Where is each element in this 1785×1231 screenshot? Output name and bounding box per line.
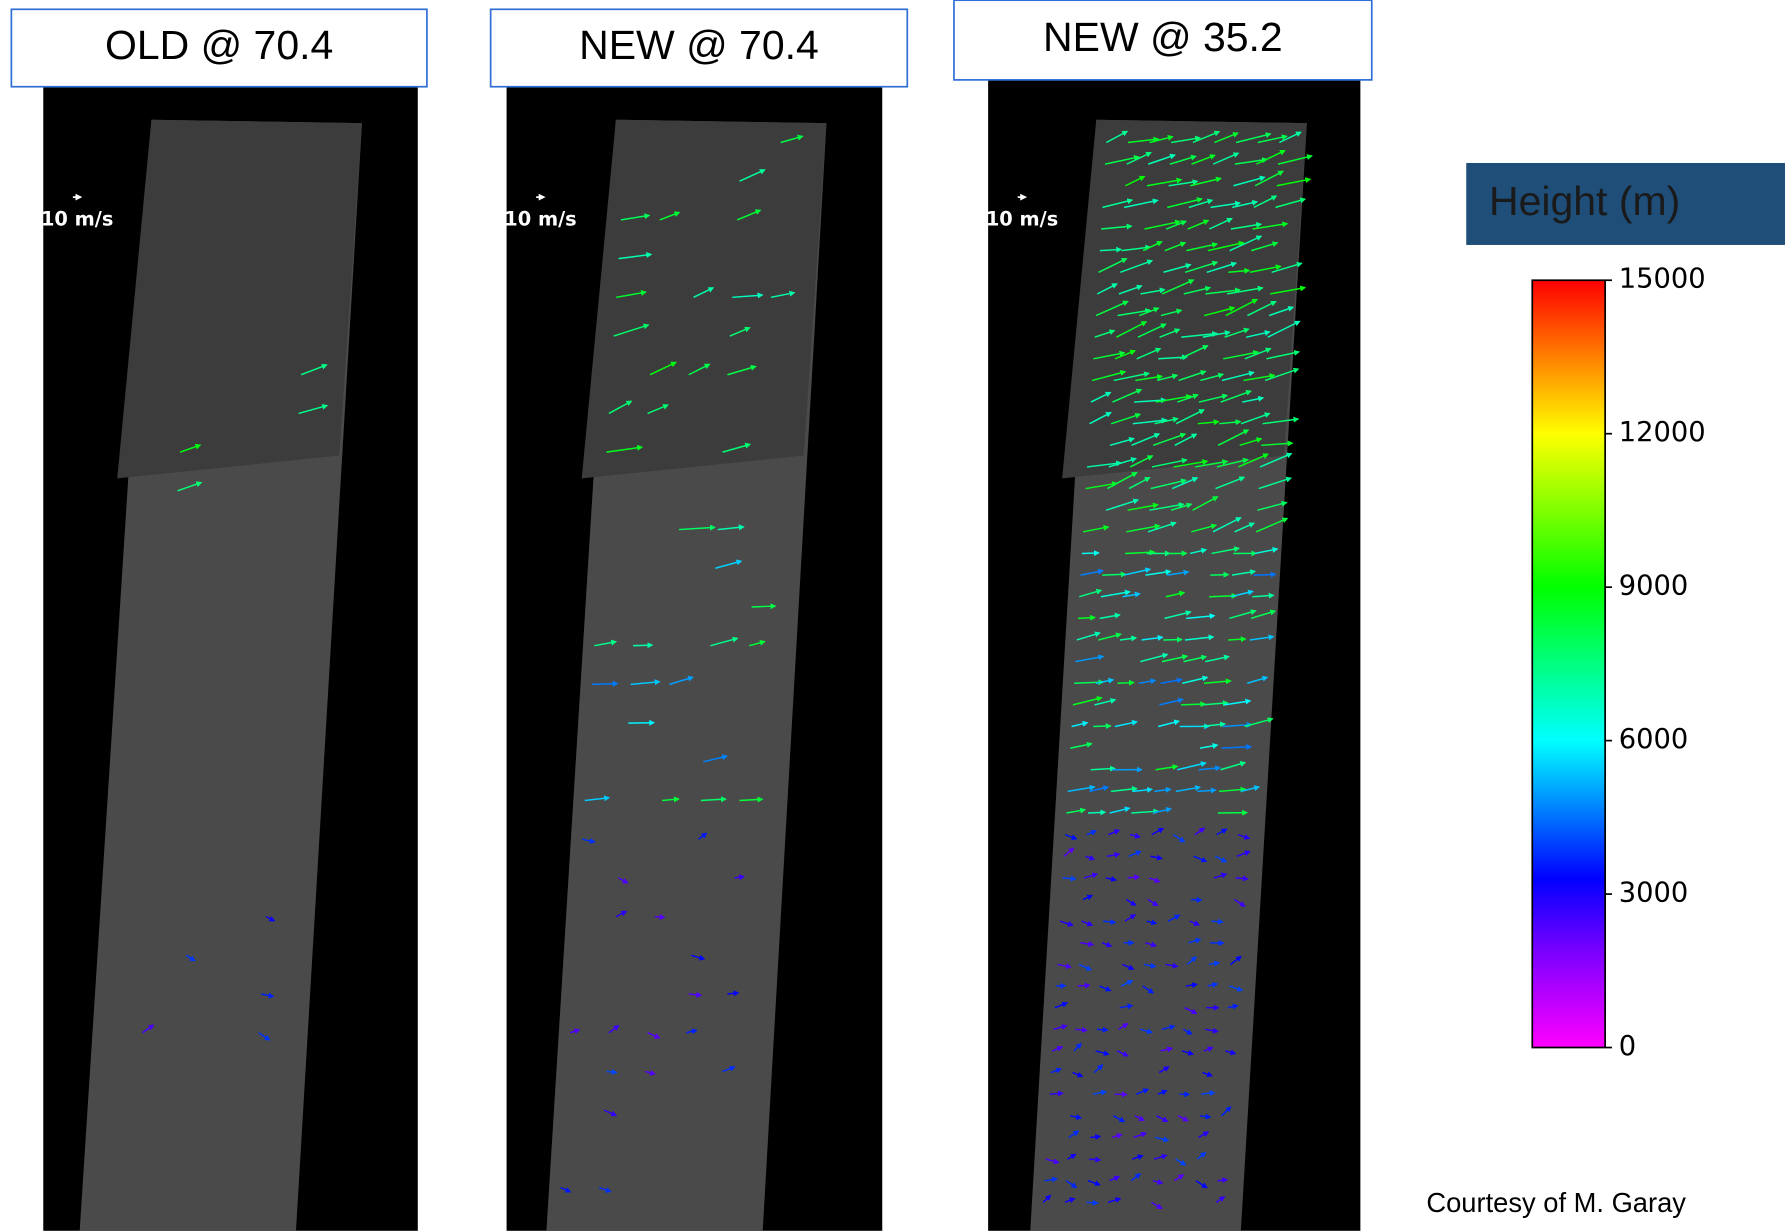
credit: Courtesy of M. Garay bbox=[1426, 1187, 1686, 1218]
wind-vector bbox=[633, 645, 652, 646]
wind-vector bbox=[1191, 900, 1201, 901]
wind-vector bbox=[1127, 877, 1138, 878]
slide: 10 m/s OLD @ 70.4 10 m/s NEW @ 70.4 10 m/s NE… bbox=[0, 0, 1785, 1231]
scale-label: 10 m/s bbox=[504, 207, 576, 230]
wind-vector bbox=[1050, 1093, 1063, 1094]
wind-vector bbox=[655, 917, 665, 918]
swath-shade bbox=[582, 120, 827, 479]
wind-vector bbox=[1078, 618, 1095, 619]
swath-shade bbox=[117, 120, 362, 479]
wind-vector bbox=[1075, 1029, 1086, 1030]
colorbar-tick-label: 9000 bbox=[1619, 571, 1689, 602]
colorbar-tick-label: 12000 bbox=[1619, 417, 1706, 448]
wind-vector bbox=[606, 1071, 616, 1072]
colorbar-title: Height (m) bbox=[1489, 178, 1680, 224]
wind-vector bbox=[1078, 985, 1090, 986]
wind-vector bbox=[592, 684, 617, 685]
scale-label: 10 m/s bbox=[986, 207, 1058, 230]
wind-vector bbox=[1082, 553, 1099, 554]
wind-vector bbox=[1090, 1136, 1100, 1137]
wind-vector bbox=[1089, 1159, 1100, 1160]
wind-vector bbox=[1117, 683, 1133, 684]
scale-label: 10 m/s bbox=[41, 207, 113, 230]
wind-vector bbox=[1236, 878, 1248, 879]
wind-vector bbox=[1211, 921, 1222, 922]
colorbar-tick-label: 0 bbox=[1619, 1031, 1636, 1062]
panel-title: NEW @ 70.4 bbox=[579, 22, 819, 68]
wind-vector bbox=[1254, 574, 1276, 575]
wind-vector bbox=[1088, 812, 1105, 813]
swath-shade bbox=[1062, 120, 1307, 479]
wind-vector bbox=[1228, 639, 1245, 640]
colorbar bbox=[1532, 280, 1605, 1047]
page: {"panels": [ {"title": "OLD @ 70.4", "sc… bbox=[0, 0, 1785, 1231]
panel-title: NEW @ 35.2 bbox=[1043, 14, 1283, 60]
wind-vector bbox=[752, 606, 776, 607]
wind-vector bbox=[1087, 1202, 1098, 1203]
colorbar-tick-label: 6000 bbox=[1619, 724, 1689, 755]
wind-vector bbox=[1063, 878, 1076, 879]
panel-title: OLD @ 70.4 bbox=[105, 22, 333, 68]
wind-vector bbox=[1093, 726, 1110, 727]
wind-vector bbox=[1097, 1029, 1108, 1030]
colorbar-tick-label: 15000 bbox=[1619, 264, 1706, 295]
wind-vector bbox=[1218, 1180, 1227, 1181]
colorbar-tick-label: 3000 bbox=[1619, 878, 1689, 909]
wind-vector bbox=[1163, 639, 1181, 640]
wind-vector bbox=[1102, 574, 1125, 575]
wind-vector bbox=[1181, 704, 1205, 705]
